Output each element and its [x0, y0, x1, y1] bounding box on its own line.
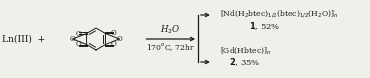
Text: [Nd(H$_2$btec)$_{1/2}$(btec)$_{1/2}$(H$_2$O)]$_n$: [Nd(H$_2$btec)$_{1/2}$(btec)$_{1/2}$(H$_…	[220, 8, 338, 20]
Text: O: O	[111, 29, 116, 38]
Text: O: O	[111, 40, 116, 49]
Text: Ln(III)  +: Ln(III) +	[2, 34, 45, 44]
Text: $\mathbf{2}$, 35%: $\mathbf{2}$, 35%	[229, 56, 260, 68]
Text: O: O	[117, 35, 122, 43]
Text: [Gd(Hbtec)]$_n$: [Gd(Hbtec)]$_n$	[220, 45, 271, 56]
Text: O: O	[70, 35, 75, 43]
Text: O: O	[76, 29, 81, 38]
Text: O: O	[76, 40, 81, 49]
Text: H$_2$O: H$_2$O	[161, 24, 181, 36]
Text: 170$^o$C, 72hr: 170$^o$C, 72hr	[146, 41, 195, 53]
Text: $\mathbf{1}$, 52%: $\mathbf{1}$, 52%	[249, 20, 280, 32]
